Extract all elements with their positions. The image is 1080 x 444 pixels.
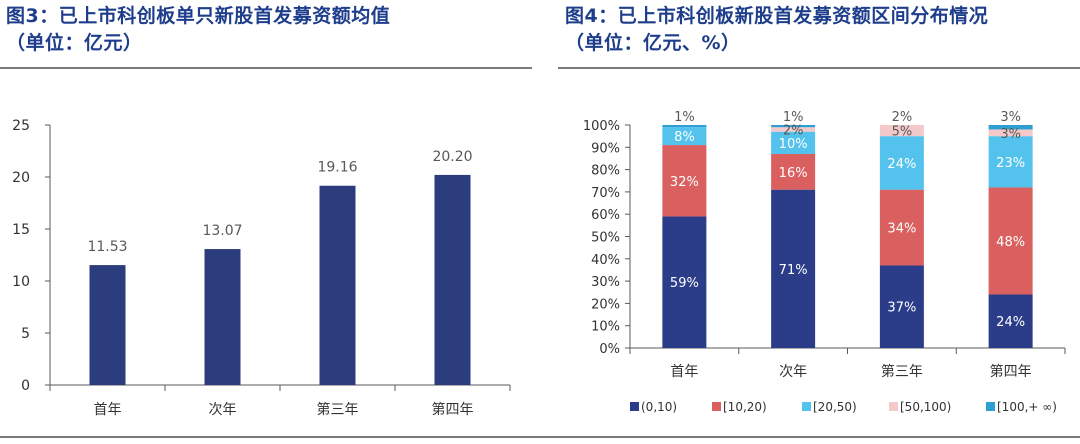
segment-value-label: 32% (670, 175, 699, 190)
y-tick-label: 20% (591, 297, 620, 312)
segment-value-label: 1% (674, 110, 695, 125)
legend-swatch (986, 402, 995, 411)
bar-value-label: 20.20 (432, 149, 472, 165)
stacked-bar-segment (879, 265, 924, 348)
left-chart-title-line1: 图3：已上市科创板单只新股首发募资额均值 (6, 5, 391, 27)
segment-value-label: 24% (887, 157, 916, 172)
x-tick-label: 首年 (94, 402, 122, 418)
right-header-rule (558, 67, 1080, 69)
y-tick-label: 20 (12, 170, 30, 186)
y-tick-label: 15 (12, 222, 30, 238)
x-tick-label: 第四年 (432, 401, 474, 418)
y-tick-label: 0% (599, 342, 620, 357)
segment-value-label: 34% (887, 222, 916, 237)
segment-value-label: 1% (783, 110, 804, 125)
segment-value-label: 5% (892, 125, 913, 140)
x-tick-label: 次年 (209, 402, 237, 418)
x-tick-label: 首年 (670, 364, 698, 380)
x-tick-label: 第四年 (990, 363, 1032, 380)
ipo-proceeds-distribution-chart: 0% 10% 20% 30% 40% 50% 60% 70% 80% 90% 100% 59% 32% 8… (583, 110, 1066, 414)
segment-value-label: 48% (996, 235, 1025, 250)
y-tick-label: 90% (591, 141, 620, 156)
stacked-bar-segment (879, 189, 924, 266)
y-tick-label: 40% (591, 253, 620, 268)
y-tick-label: 60% (591, 208, 620, 223)
legend-label: [50,100) (900, 400, 951, 414)
segment-value-label: 23% (996, 156, 1025, 171)
right-chart-title: 图4：已上市科创板新股首发募资额区间分布情况 （单位：亿元、%） (565, 3, 1075, 57)
y-tick-label: 5 (21, 326, 30, 342)
segment-value-label: 3% (1000, 127, 1021, 142)
legend-label: [100,+ ∞) (997, 400, 1057, 414)
legend-label: [10,20) (723, 400, 767, 414)
bar (89, 265, 126, 385)
left-chart-title: 图3：已上市科创板单只新股首发募资额均值 （单位：亿元） (6, 3, 526, 57)
legend-label: (0,10) (641, 400, 677, 414)
segment-value-label: 59% (670, 276, 699, 291)
stacked-bar-segment (662, 145, 707, 217)
legend-swatch (712, 402, 721, 411)
legend-swatch (802, 402, 811, 411)
legend-swatch (889, 402, 898, 411)
y-tick-label: 80% (591, 164, 620, 179)
y-tick-label: 10% (591, 320, 620, 335)
segment-value-label: 2% (892, 110, 913, 125)
bar-value-label: 11.53 (87, 239, 127, 255)
stacked-bar-segment (988, 136, 1033, 188)
stacked-bar-segment (771, 153, 816, 190)
y-tick-label: 30% (591, 275, 620, 290)
stacked-bar-segment (771, 125, 816, 128)
y-tick-label: 50% (591, 231, 620, 246)
x-tick-label: 次年 (779, 364, 807, 380)
segment-value-label: 37% (887, 301, 916, 316)
legend-label: [20,50) (813, 400, 857, 414)
stacked-bar-segment (662, 127, 707, 146)
stacked-bar-segment (662, 216, 707, 348)
y-tick-label: 100% (583, 119, 620, 134)
stacked-bar-segment (771, 189, 816, 348)
stacked-bar-segment (879, 136, 924, 190)
bar (319, 185, 356, 385)
bar (204, 249, 241, 385)
segment-value-label: 71% (779, 263, 808, 278)
footer-rule (0, 436, 1080, 438)
bar (434, 174, 471, 385)
stacked-bar-segment (988, 294, 1033, 348)
x-tick-label: 第三年 (881, 363, 923, 380)
y-tick-label: 10 (12, 274, 30, 290)
y-tick-label: 70% (591, 186, 620, 201)
segment-value-label: 2% (783, 123, 804, 138)
avg-ipo-proceeds-chart: 0 5 10 15 20 25 11.53 首年 13.07 次年 19.16 第三年 20.20 第四年 (12, 118, 511, 418)
y-tick-label: 0 (21, 378, 30, 394)
x-tick-label: 第三年 (317, 401, 359, 418)
stacked-bar-segment (988, 187, 1033, 295)
segment-value-label: 8% (674, 130, 695, 145)
segment-value-label: 3% (1000, 110, 1021, 125)
right-chart-title-line1: 图4：已上市科创板新股首发募资额区间分布情况 (565, 5, 989, 27)
segment-value-label: 24% (996, 315, 1025, 330)
bar-value-label: 13.07 (202, 223, 242, 239)
segment-value-label: 16% (779, 166, 808, 181)
stacked-bar-segment (771, 131, 816, 154)
left-header-rule (0, 67, 532, 69)
right-chart-title-line2: （单位：亿元、%） (565, 32, 741, 54)
stacked-bar-segment (988, 125, 1033, 130)
stacked-bar-segment (662, 125, 707, 128)
legend-swatch (630, 402, 639, 411)
bar-value-label: 19.16 (317, 160, 357, 176)
y-tick-label: 25 (12, 118, 30, 134)
segment-value-label: 10% (779, 137, 808, 152)
stacked-bar-segment (771, 127, 816, 132)
left-chart-title-line2: （单位：亿元） (6, 32, 143, 54)
stacked-bar-segment (988, 129, 1033, 137)
stacked-bar-segment (879, 125, 924, 137)
